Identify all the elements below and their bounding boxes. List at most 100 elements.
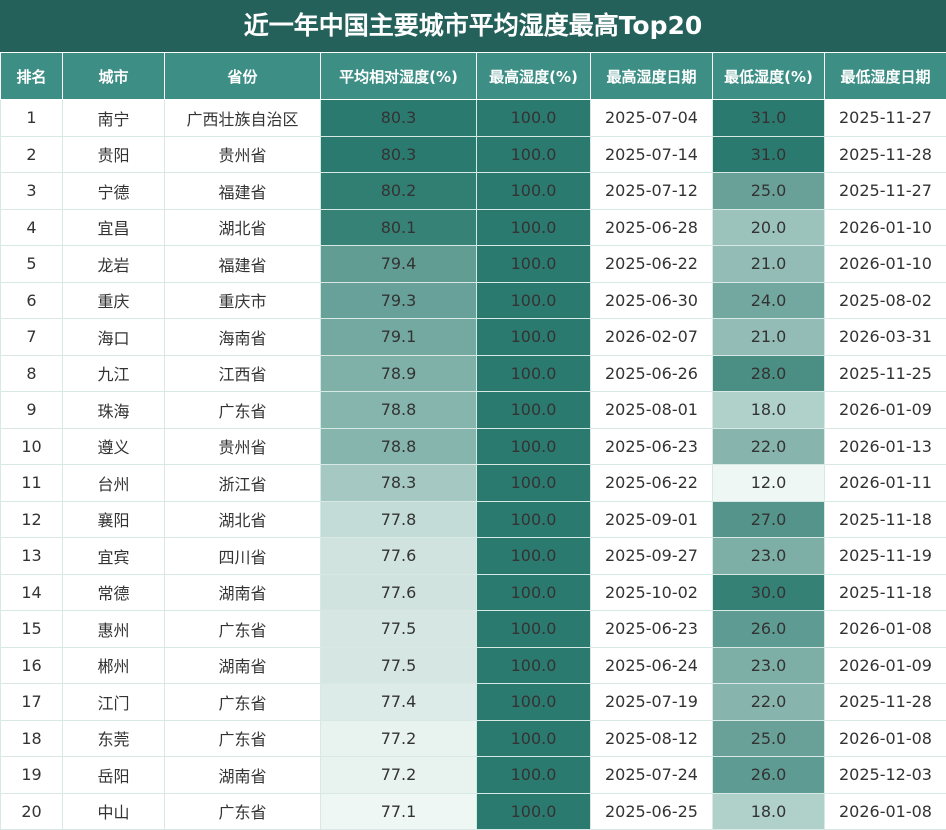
table-cell: 100.0: [477, 136, 591, 173]
table-cell: 惠州: [63, 611, 165, 648]
column-header: 排名: [1, 53, 63, 100]
column-header: 最高湿度(%): [477, 53, 591, 100]
table-cell: 湖南省: [165, 757, 321, 794]
table-cell: 26.0: [713, 757, 825, 794]
table-cell: 2026-02-07: [591, 319, 713, 356]
table-cell: 78.8: [321, 428, 477, 465]
column-header: 城市: [63, 53, 165, 100]
table-cell: 中山: [63, 793, 165, 830]
table-cell: 100.0: [477, 574, 591, 611]
table-cell: 77.6: [321, 538, 477, 575]
table-cell: 重庆: [63, 282, 165, 319]
table-cell: 23.0: [713, 538, 825, 575]
table-cell: 100.0: [477, 647, 591, 684]
table-cell: 2025-06-26: [591, 355, 713, 392]
table-cell: 湖南省: [165, 574, 321, 611]
column-header: 省份: [165, 53, 321, 100]
table-cell: 100.0: [477, 720, 591, 757]
table-cell: 2026-01-09: [825, 647, 946, 684]
table-cell: 2025-06-25: [591, 793, 713, 830]
table-cell: 2026-01-10: [825, 209, 946, 246]
column-header: 最低湿度日期: [825, 53, 946, 100]
table-cell: 80.2: [321, 173, 477, 210]
table-cell: 10: [1, 428, 63, 465]
table-cell: 广东省: [165, 793, 321, 830]
table-cell: 2025-06-30: [591, 282, 713, 319]
table-cell: 80.3: [321, 136, 477, 173]
table-cell: 27.0: [713, 501, 825, 538]
table-cell: 2026-01-08: [825, 611, 946, 648]
table-cell: 79.3: [321, 282, 477, 319]
table-cell: 100.0: [477, 684, 591, 721]
table-cell: 广东省: [165, 611, 321, 648]
table-cell: 广东省: [165, 720, 321, 757]
table-cell: 2025-11-28: [825, 684, 946, 721]
table-cell: 湖南省: [165, 647, 321, 684]
table-cell: 2025-12-03: [825, 757, 946, 794]
table-cell: 78.8: [321, 392, 477, 429]
table-cell: 遵义: [63, 428, 165, 465]
table-cell: 78.9: [321, 355, 477, 392]
table-cell: 珠海: [63, 392, 165, 429]
table-cell: 台州: [63, 465, 165, 502]
table-cell: 100.0: [477, 793, 591, 830]
table-cell: 2026-01-13: [825, 428, 946, 465]
table-cell: 2025-11-18: [825, 501, 946, 538]
table-cell: 11: [1, 465, 63, 502]
table-cell: 21.0: [713, 319, 825, 356]
table-cell: 2: [1, 136, 63, 173]
table-cell: 广东省: [165, 684, 321, 721]
table-cell: 19: [1, 757, 63, 794]
table-cell: 100.0: [477, 611, 591, 648]
table-cell: 浙江省: [165, 465, 321, 502]
table-cell: 常德: [63, 574, 165, 611]
table-cell: 100.0: [477, 428, 591, 465]
table-cell: 九江: [63, 355, 165, 392]
table-cell: 77.6: [321, 574, 477, 611]
table-cell: 2025-11-27: [825, 100, 946, 137]
table-cell: 宜昌: [63, 209, 165, 246]
table-cell: 25.0: [713, 173, 825, 210]
column-header: 最高湿度日期: [591, 53, 713, 100]
table-cell: 12: [1, 501, 63, 538]
table-cell: 77.2: [321, 720, 477, 757]
table-cell: 贵州省: [165, 428, 321, 465]
table-cell: 17: [1, 684, 63, 721]
table-cell: 28.0: [713, 355, 825, 392]
table-cell: 79.1: [321, 319, 477, 356]
table-cell: 100.0: [477, 538, 591, 575]
table-cell: 2025-11-19: [825, 538, 946, 575]
table-cell: 30.0: [713, 574, 825, 611]
table-cell: 郴州: [63, 647, 165, 684]
table-cell: 襄阳: [63, 501, 165, 538]
table-cell: 贵州省: [165, 136, 321, 173]
table-cell: 4: [1, 209, 63, 246]
table-cell: 2026-01-09: [825, 392, 946, 429]
table-cell: 2025-10-02: [591, 574, 713, 611]
table-cell: 2025-11-25: [825, 355, 946, 392]
table-cell: 江西省: [165, 355, 321, 392]
table-cell: 2025-07-04: [591, 100, 713, 137]
table-cell: 79.4: [321, 246, 477, 283]
table-cell: 2026-01-10: [825, 246, 946, 283]
table-cell: 2025-07-24: [591, 757, 713, 794]
table-cell: 100.0: [477, 392, 591, 429]
table-cell: 26.0: [713, 611, 825, 648]
table-cell: 31.0: [713, 136, 825, 173]
table-cell: 2025-09-27: [591, 538, 713, 575]
table-cell: 湖北省: [165, 501, 321, 538]
table-cell: 宁德: [63, 173, 165, 210]
table-cell: 100.0: [477, 465, 591, 502]
table-cell: 2025-06-23: [591, 611, 713, 648]
table-cell: 16: [1, 647, 63, 684]
